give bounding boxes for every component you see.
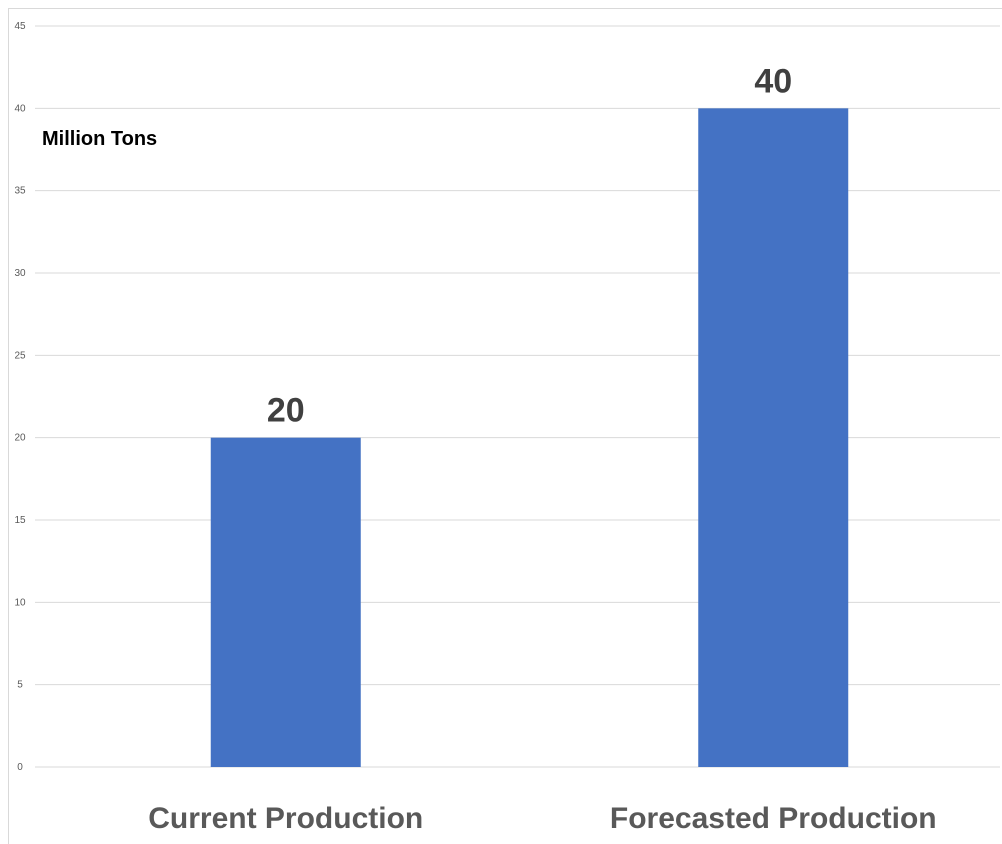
- bars: [210, 108, 849, 768]
- chart-frame: [8, 8, 1002, 844]
- y-tick-label-45: 45: [14, 21, 26, 32]
- y-tick-label-40: 40: [14, 103, 26, 114]
- bar-0: [210, 437, 361, 767]
- data-label-1: 40: [754, 62, 792, 100]
- category-label-0: Current Production: [148, 802, 423, 835]
- y-tick-label-20: 20: [14, 433, 26, 444]
- y-tick-label-15: 15: [14, 515, 26, 526]
- y-tick-label-0: 0: [17, 762, 23, 773]
- data-label-0: 20: [267, 392, 305, 430]
- y-axis-ticks: 0 5 10 15 20 25 30 35 40 45: [14, 21, 26, 773]
- bar-1: [698, 108, 849, 768]
- y-tick-label-5: 5: [17, 680, 23, 691]
- gridlines: [35, 25, 1000, 768]
- y-axis-unit-label: Million Tons: [42, 128, 157, 150]
- y-tick-label-35: 35: [14, 186, 26, 197]
- y-tick-label-30: 30: [14, 268, 26, 279]
- y-tick-label-25: 25: [14, 350, 26, 361]
- x-axis-categories: Current Production Forecasted Production: [148, 802, 936, 835]
- category-label-1: Forecasted Production: [610, 802, 937, 835]
- y-tick-label-10: 10: [14, 597, 26, 608]
